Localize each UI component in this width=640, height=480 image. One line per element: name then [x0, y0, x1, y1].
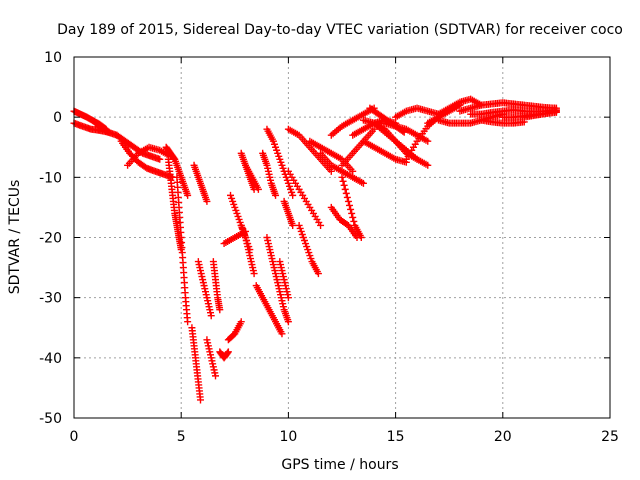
data-point	[184, 318, 192, 326]
data-point	[424, 161, 432, 169]
data-point	[284, 294, 292, 302]
y-tick-label: -20	[39, 231, 62, 247]
data-point	[424, 137, 432, 145]
series-arc-19	[237, 221, 258, 278]
series-arc-11	[194, 258, 215, 320]
data-point	[207, 312, 215, 320]
series-arc-30	[284, 125, 335, 175]
series-arc-07	[162, 143, 192, 199]
data-point	[254, 185, 262, 193]
data-point	[272, 191, 280, 199]
data-point	[237, 318, 245, 326]
series-arc-03	[91, 119, 112, 136]
series-arc-52	[520, 107, 560, 121]
data-point	[196, 396, 204, 404]
data-point	[349, 167, 357, 175]
x-tick-label: 25	[601, 429, 619, 445]
x-axis-label: GPS time / hours	[281, 457, 398, 473]
data-point	[343, 193, 351, 201]
data-point	[314, 270, 322, 278]
series-arc-26	[280, 197, 297, 229]
series-arc-16	[224, 318, 245, 344]
chart-title: Day 189 of 2015, Sidereal Day-to-day VTE…	[57, 22, 623, 38]
data-point	[289, 191, 297, 199]
data-point	[348, 209, 356, 217]
series-arc-22	[252, 282, 286, 338]
data-point	[317, 221, 325, 229]
series-arc-25	[263, 125, 297, 199]
series-arc-34	[338, 173, 365, 241]
x-tick-label: 10	[279, 429, 297, 445]
series-arc-43	[392, 104, 442, 121]
series-arc-27	[276, 258, 292, 302]
series-arc-14	[209, 258, 224, 314]
data-point	[552, 107, 560, 115]
series-arc-32	[317, 149, 367, 187]
data-point	[216, 306, 224, 314]
data-point	[250, 270, 258, 278]
y-tick-label: -10	[39, 170, 62, 186]
data-point	[344, 197, 352, 205]
data-points	[70, 95, 560, 404]
y-tick-label: -40	[39, 351, 62, 367]
data-point	[156, 155, 164, 163]
data-point	[340, 181, 348, 189]
data-point	[347, 205, 355, 213]
series-arc-31	[306, 137, 357, 175]
y-tick-label: 10	[44, 50, 62, 66]
series-arc-15	[216, 348, 232, 362]
series-arc-38	[359, 137, 410, 166]
series-arc-12	[190, 161, 211, 205]
series-arc-24	[259, 149, 280, 199]
x-tick-label: 20	[494, 429, 512, 445]
data-point	[203, 197, 211, 205]
series-arc-10	[188, 324, 204, 404]
x-tick-label: 0	[70, 429, 79, 445]
data-point	[212, 372, 220, 380]
series-arc-09	[173, 173, 192, 326]
series-arc-08	[164, 155, 185, 254]
data-point	[104, 128, 112, 136]
x-tick-label: 5	[177, 429, 186, 445]
data-point	[399, 127, 407, 135]
data-point	[224, 349, 232, 357]
series-arc-36	[338, 125, 378, 169]
data-point	[342, 189, 350, 197]
series-arc-28	[284, 167, 325, 229]
series-arc-41	[366, 104, 408, 136]
data-point	[289, 221, 297, 229]
data-point	[357, 234, 365, 241]
y-tick-label: -50	[39, 411, 62, 427]
data-point	[359, 179, 367, 187]
data-point	[350, 217, 358, 225]
series-arc-46	[434, 95, 485, 118]
data-point	[284, 318, 292, 326]
y-axis-ticks: 10 0 -10 -20 -30 -40 -50	[39, 50, 610, 427]
series-arc-13	[203, 336, 220, 380]
data-point	[370, 125, 378, 133]
x-axis-ticks: 0 5 10 15 20 25	[70, 57, 619, 445]
data-point	[349, 213, 357, 221]
series-arc-29	[295, 221, 322, 278]
data-point	[339, 177, 347, 185]
series-arc-21	[242, 161, 262, 193]
data-point	[278, 330, 286, 338]
y-tick-label: -30	[39, 291, 62, 307]
y-tick-label: 0	[53, 110, 62, 126]
x-tick-label: 15	[387, 429, 405, 445]
data-point	[224, 348, 232, 356]
data-point	[184, 191, 192, 199]
series-arc-23	[263, 234, 292, 326]
data-point	[327, 167, 335, 175]
data-point	[338, 173, 346, 181]
data-point	[346, 201, 354, 209]
data-point	[400, 128, 408, 136]
data-point	[341, 185, 349, 193]
series-arc-48	[456, 99, 560, 115]
y-axis-label: SDTVAR / TECUs	[7, 180, 23, 295]
